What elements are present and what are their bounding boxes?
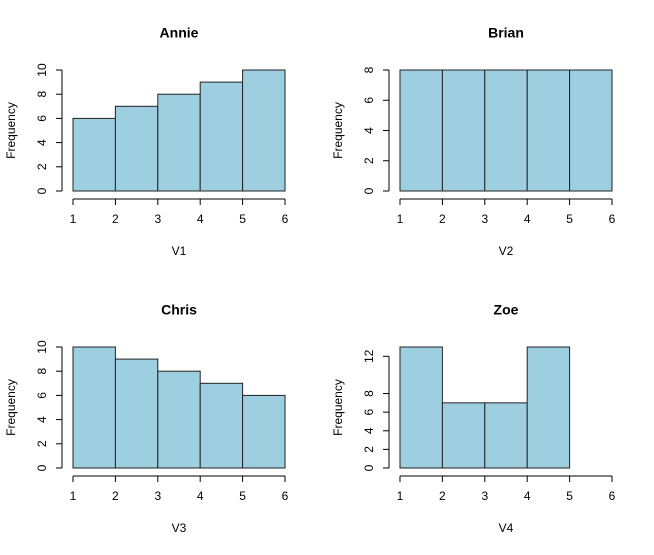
- bar: [199, 382, 244, 469]
- y-tick-label: 8: [362, 390, 376, 397]
- x-tick-label: 5: [239, 212, 246, 226]
- y-tick-label: 2: [35, 163, 49, 170]
- x-tick-label: 3: [481, 489, 488, 503]
- bar: [484, 69, 528, 192]
- x-tick-label: 5: [239, 489, 246, 503]
- y-tick-label: 2: [362, 157, 376, 164]
- y-tick-label: 4: [35, 416, 49, 423]
- x-tick-label: 2: [439, 212, 446, 226]
- x-axis-label: V4: [499, 521, 514, 535]
- x-tick-label: 4: [524, 212, 531, 226]
- x-tick-label: 2: [112, 212, 119, 226]
- x-tick-label: 4: [524, 489, 531, 503]
- x-tick-label: 6: [282, 489, 289, 503]
- y-tick-label: 0: [362, 187, 376, 194]
- bar: [199, 81, 244, 192]
- bar: [484, 402, 528, 469]
- y-tick-label: 10: [35, 63, 49, 77]
- y-tick-label: 2: [362, 446, 376, 453]
- x-tick-label: 3: [154, 212, 161, 226]
- bar: [157, 370, 201, 469]
- y-tick-label: 4: [35, 139, 49, 146]
- y-tick-label: 6: [35, 115, 49, 122]
- y-tick-label: 0: [35, 187, 49, 194]
- x-tick-label: 1: [397, 489, 404, 503]
- bar: [399, 69, 443, 192]
- y-axis-label: Frequency: [4, 379, 18, 436]
- bar: [242, 394, 286, 469]
- y-tick-label: 8: [362, 66, 376, 73]
- x-tick-label: 3: [154, 489, 161, 503]
- x-tick-label: 2: [439, 489, 446, 503]
- y-tick-label: 0: [35, 464, 49, 471]
- x-axis-label: V3: [172, 521, 187, 535]
- y-tick-label: 6: [35, 392, 49, 399]
- y-tick-label: 6: [362, 97, 376, 104]
- chart-title: Brian: [488, 25, 524, 41]
- y-tick-label: 0: [362, 464, 376, 471]
- y-tick-label: 8: [35, 368, 49, 375]
- y-axis-label: Frequency: [331, 102, 345, 159]
- bar: [399, 346, 443, 469]
- x-tick-label: 2: [112, 489, 119, 503]
- x-tick-label: 6: [282, 212, 289, 226]
- y-tick-label: 4: [362, 427, 376, 434]
- x-tick-label: 5: [566, 489, 573, 503]
- x-axis-label: V2: [499, 244, 514, 258]
- y-axis-label: Frequency: [4, 102, 18, 159]
- bar: [157, 93, 201, 192]
- chart-title: Chris: [161, 302, 197, 318]
- bar: [441, 69, 486, 192]
- x-tick-label: 3: [481, 212, 488, 226]
- chart-title: Annie: [160, 25, 199, 41]
- x-tick-label: 1: [397, 212, 404, 226]
- bar: [526, 346, 571, 469]
- x-tick-label: 1: [70, 489, 77, 503]
- bar: [114, 105, 159, 192]
- chart-title: Zoe: [494, 302, 519, 318]
- bar: [72, 346, 116, 469]
- y-tick-label: 2: [35, 440, 49, 447]
- x-tick-label: 1: [70, 212, 77, 226]
- y-axis-label: Frequency: [331, 379, 345, 436]
- y-tick-label: 12: [362, 349, 376, 363]
- y-tick-label: 8: [35, 91, 49, 98]
- bar: [72, 117, 116, 192]
- x-tick-label: 6: [609, 489, 616, 503]
- y-tick-label: 6: [362, 408, 376, 415]
- bar: [242, 69, 286, 192]
- bar: [441, 402, 486, 469]
- y-tick-label: 4: [362, 127, 376, 134]
- x-tick-label: 4: [197, 212, 204, 226]
- x-tick-label: 6: [609, 212, 616, 226]
- x-axis-label: V1: [172, 244, 187, 258]
- x-tick-label: 4: [197, 489, 204, 503]
- y-tick-label: 10: [35, 340, 49, 354]
- x-tick-label: 5: [566, 212, 573, 226]
- bar: [114, 358, 159, 469]
- bar: [526, 69, 571, 192]
- bar: [569, 69, 613, 192]
